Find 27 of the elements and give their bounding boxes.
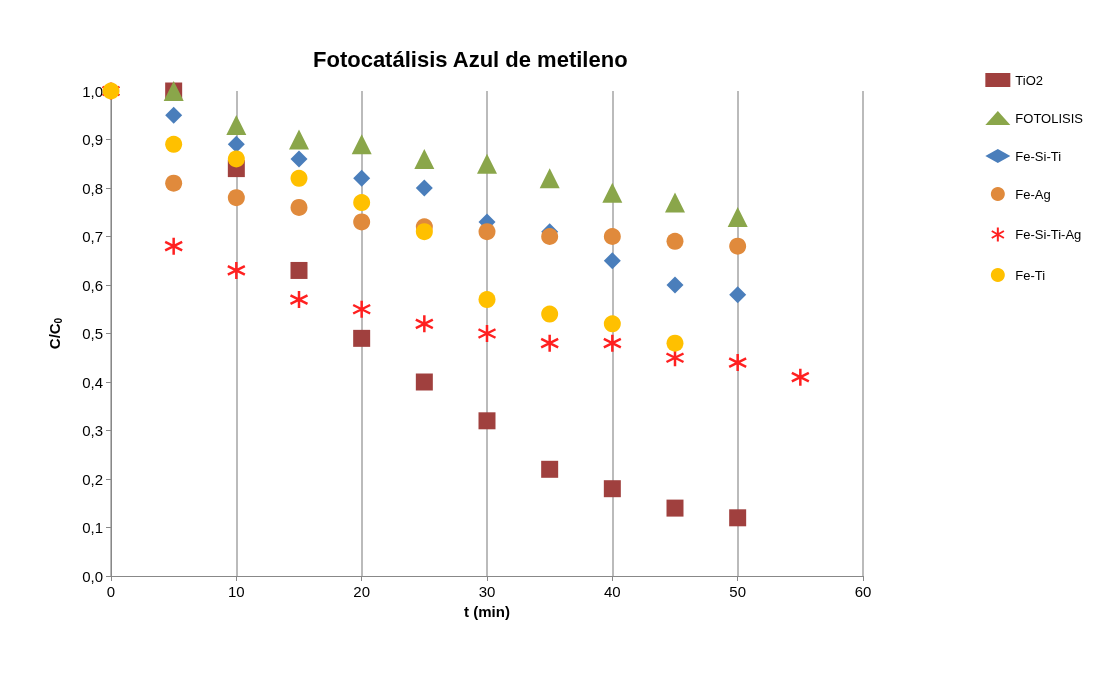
x-tick-label: 60 (854, 583, 872, 600)
y-tick-label: 0,5 (82, 325, 103, 342)
x-tick-label: 20 (353, 583, 371, 600)
x-tick-label: 10 (227, 583, 245, 600)
legend-label: TiO2 (1015, 72, 1044, 88)
y-axis-title: C/C0 (45, 317, 64, 350)
x-tick-label: 50 (729, 583, 747, 600)
y-tick-label: 0,8 (82, 179, 103, 197)
y-tick-label: 0,4 (82, 373, 103, 391)
y-tick-label: 0,7 (82, 228, 103, 245)
x-axis-title: t (min) (464, 603, 510, 620)
x-tick-label: 0 (106, 583, 116, 600)
y-tick-label: 0,0 (82, 567, 103, 585)
y-tick-label: 0,9 (82, 131, 103, 148)
legend-label: FOTOLISIS (1015, 110, 1084, 126)
legend-label: Fe-Ag (1015, 186, 1051, 202)
legend-label: Fe-Ti (1015, 267, 1046, 283)
y-tick-label: 0,1 (82, 519, 103, 536)
legend-label: Fe-Si-Ti (1015, 148, 1062, 164)
y-tick-label: 1,0 (82, 82, 103, 100)
chart-title: Fotocatálisis Azul de metileno (313, 46, 628, 72)
y-tick-label: 0,6 (82, 276, 103, 294)
y-tick-label: 0,2 (82, 470, 103, 488)
legend-label: Fe-Si-Ti-Ag (1015, 227, 1082, 242)
y-tick-label: 0,3 (82, 422, 103, 439)
x-tick-label: 30 (478, 583, 496, 600)
x-tick-label: 40 (603, 583, 621, 600)
